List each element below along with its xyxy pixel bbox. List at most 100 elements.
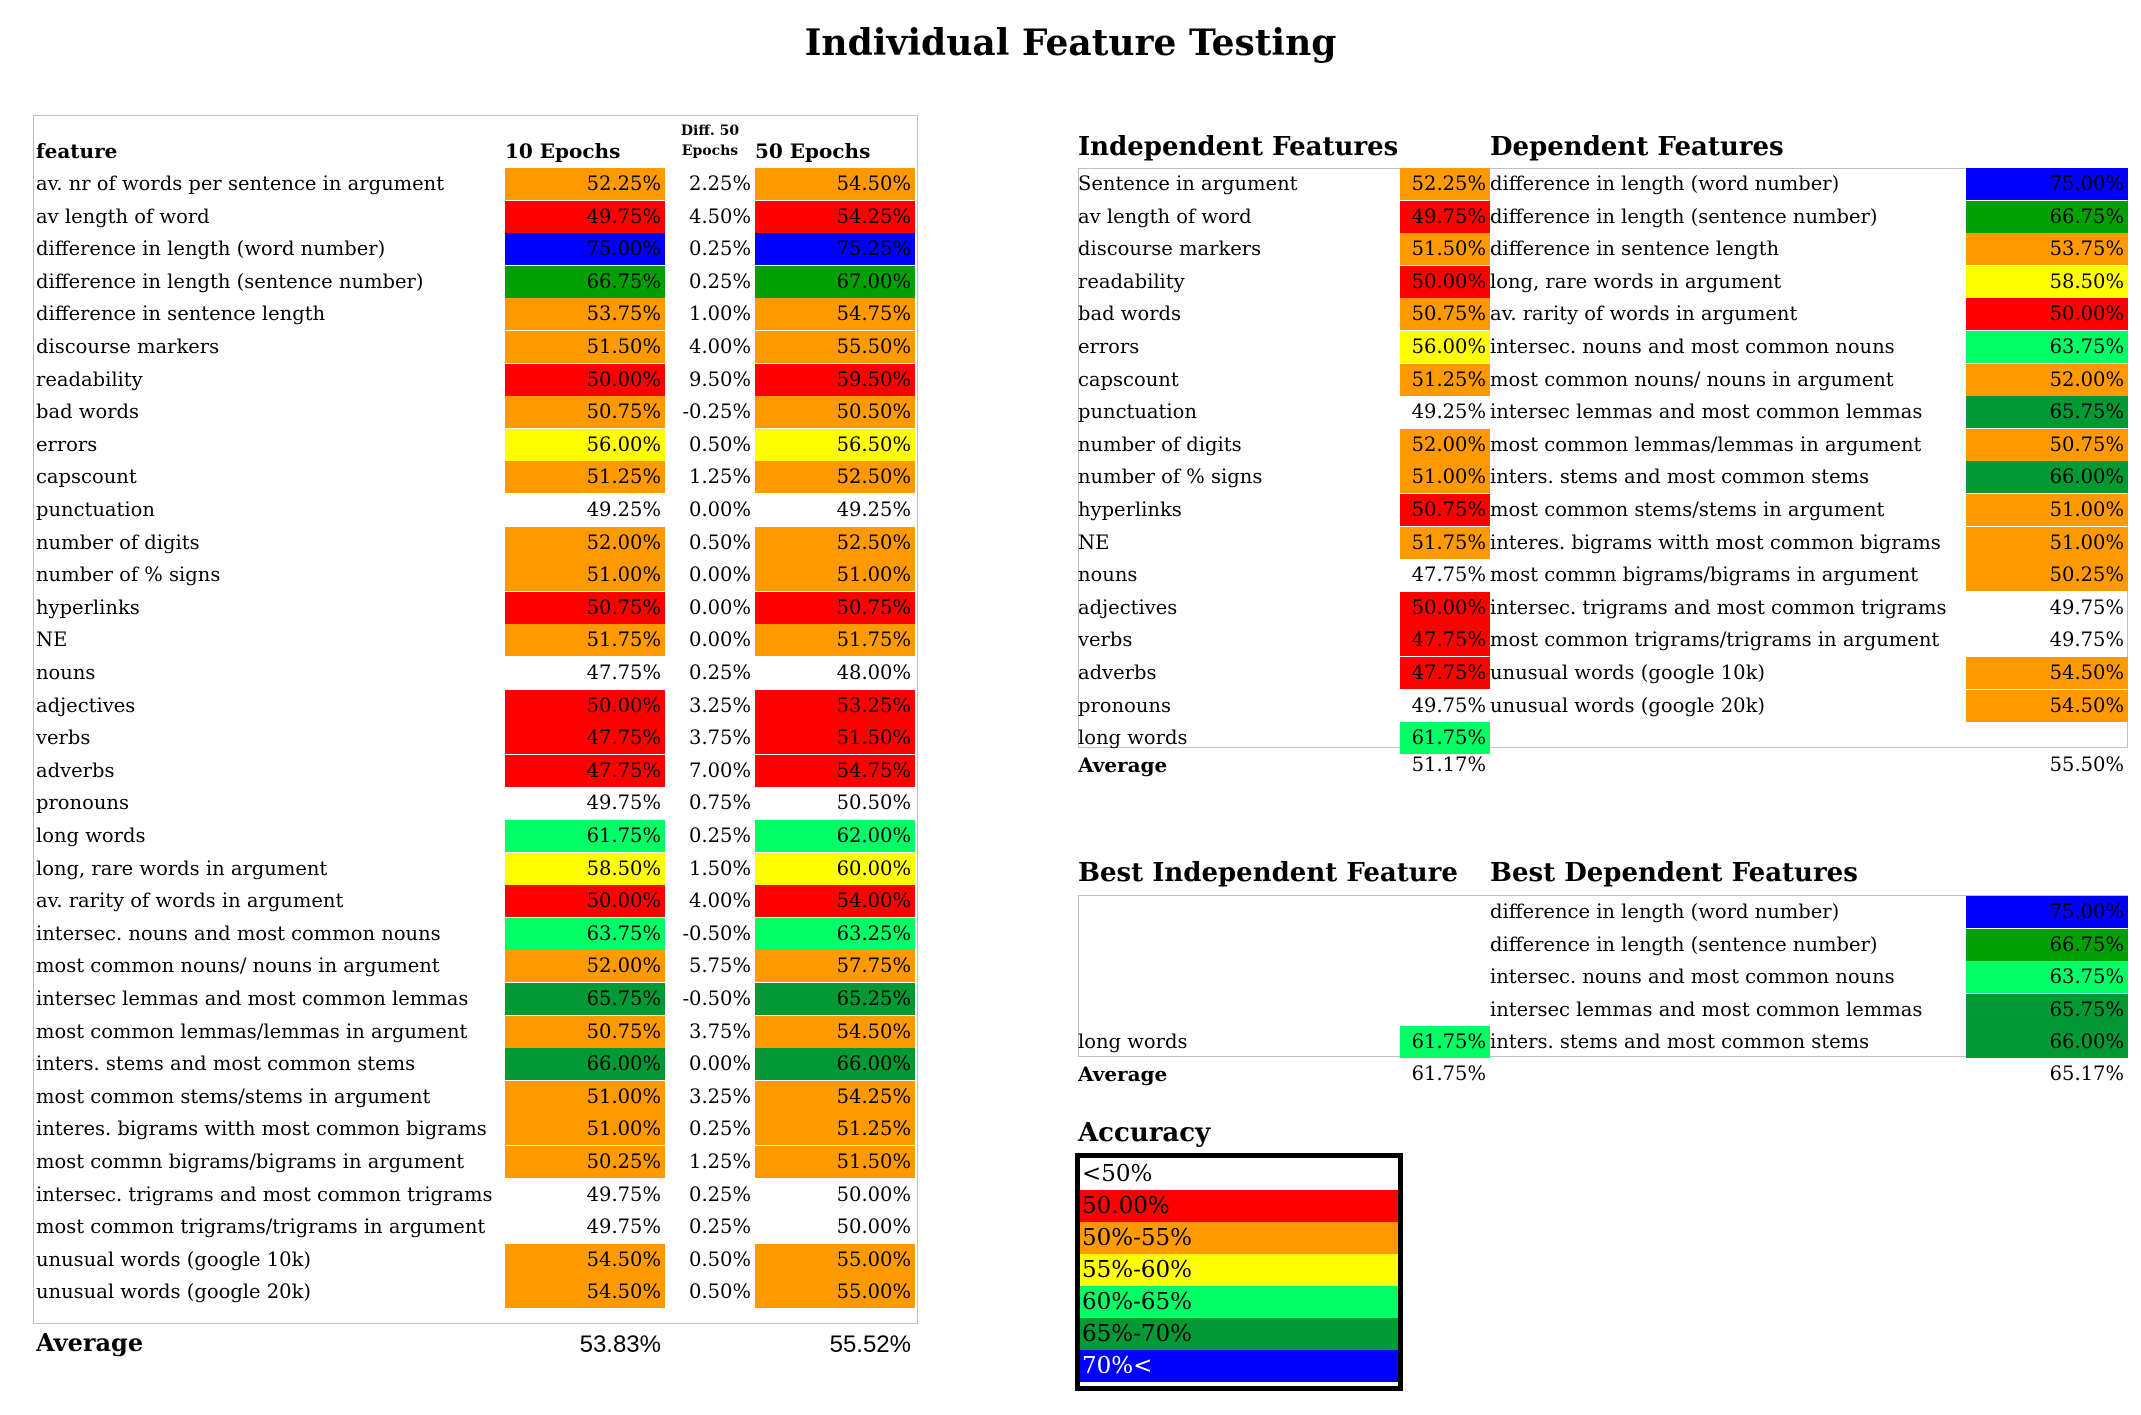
best-dependent-average-value: 65.17% [2049,1062,2124,1085]
feature-name: difference in length (sentence number) [1490,204,1878,228]
feature-name: NE [1078,530,1110,554]
value-diff: 0.50% [689,1247,751,1271]
feature-name: unusual words (google 20k) [1490,693,1766,717]
value-50-epochs: 55.00% [755,1243,915,1276]
feature-name: readability [1078,269,1185,293]
feature-name: adverbs [36,758,115,782]
feature-name: unusual words (google 10k) [1490,661,1766,684]
value-50-epochs: 65.25% [755,983,915,1015]
feature-name: inters. stems and most common stems [36,1052,416,1076]
feature-value: 51.25% [1400,363,1490,396]
legend-item: 55%-60% [1080,1254,1398,1286]
feature-name: av. rarity of words in argument [1490,302,1798,326]
value-10-epochs: 51.25% [505,461,665,494]
value-50-epochs: 50.00% [836,1182,911,1206]
feature-value: 52.00% [1400,428,1490,461]
table-row: long, rare words in argument 58.50% 1.50% 6… [33,852,918,885]
table-row: adjectives 50.00% 3.25% 53.25% [33,689,918,722]
value-50-epochs: 54.50% [755,168,915,200]
value-diff: 0.25% [689,661,751,684]
value-50-epochs: 54.25% [755,200,915,233]
feature-name: number of % signs [1078,465,1263,489]
feature-name: interes. bigrams witth most common bigra… [1490,530,1941,554]
main-average-10: 53.83% [579,1331,661,1358]
value-diff: 4.50% [689,204,751,228]
feature-name: pronouns [36,791,129,815]
feature-value: 52.00% [1966,363,2128,396]
header-diff-50-epochs: Diff. 50 Epochs [680,123,740,159]
feature-value: 54.50% [1966,689,2128,722]
value-diff: 0.00% [689,498,751,521]
feature-value: 66.00% [1966,1026,2128,1059]
value-10-epochs: 50.75% [505,396,665,429]
best-independent-average-value: 61.75% [1411,1062,1486,1085]
table-row: verbs 47.75% 3.75% 51.50% [33,722,918,755]
feature-name: discourse markers [36,335,220,358]
feature-name: av length of word [1078,204,1252,228]
feature-value: 50.00% [1966,298,2128,331]
value-diff: 0.25% [689,1182,751,1206]
table-row: punctuation 49.25% 0.00% 49.25% [33,494,918,526]
feature-value: 63.75% [1966,961,2128,994]
table-row: intersec. trigrams and most common trigr… [33,1179,918,1211]
feature-name: verbs [36,726,91,750]
feature-name: long words [1078,1030,1188,1054]
feature-name: difference in length (sentence number) [1490,932,1878,956]
feature-name: most common lemmas/lemmas in argument [1490,432,1922,456]
feature-value: 56.00% [1400,331,1490,363]
best-independent-average-label: Average [1078,1062,1168,1086]
value-50-epochs: 52.50% [755,461,915,494]
value-50-epochs: 56.50% [755,428,915,461]
feature-value: 50.00% [1400,591,1490,624]
feature-name: punctuation [36,498,155,521]
table-row: hyperlinks 50.75% 0.00% 50.75% [33,591,918,624]
feature-value: 61.75% [1400,1026,1490,1059]
value-10-epochs: 65.75% [505,983,665,1015]
feature-name: av length of word [36,204,210,228]
feature-name: inters. stems and most common stems [1490,1030,1870,1054]
feature-name: adverbs [1078,661,1157,684]
value-10-epochs: 51.75% [505,624,665,657]
value-50-epochs: 51.00% [755,559,915,592]
feature-name: difference in length (word number) [36,237,386,261]
table-row: difference in length (sentence number) 66… [33,265,918,298]
feature-name: capscount [36,465,137,489]
value-50-epochs: 51.50% [755,722,915,755]
value-50-epochs: 54.00% [755,885,915,918]
table-row: discourse markers 51.50% 4.00% 55.50% [33,331,918,363]
feature-name: errors [1078,335,1140,358]
value-10-epochs: 54.50% [505,1243,665,1276]
value-10-epochs: 49.75% [586,1215,661,1239]
value-diff: 1.25% [689,465,751,489]
feature-value: 51.00% [1966,526,2128,559]
best-independent-header: Best Independent Feature [1078,858,1458,888]
feature-value: 66.00% [1966,461,2128,494]
feature-name: hyperlinks [1078,498,1182,521]
feature-name: intersec. trigrams and most common trigr… [36,1182,493,1206]
value-50-epochs: 54.75% [755,754,915,787]
value-diff: 0.00% [689,595,751,619]
feature-name: intersec lemmas and most common lemmas [1490,997,1923,1021]
feature-value: 63.75% [1966,331,2128,363]
feature-value: 49.75% [1411,693,1486,717]
value-10-epochs: 66.75% [505,265,665,298]
table-row: most common trigrams/trigrams in argumen… [33,1211,918,1243]
table-row: most commn bigrams/bigrams in argument 50… [33,1146,918,1178]
feature-name: unusual words (google 10k) [36,1247,312,1271]
value-diff: 3.75% [689,726,751,750]
value-diff: 0.50% [689,530,751,554]
feature-value: 47.75% [1400,624,1490,657]
feature-name: bad words [1078,302,1182,326]
value-10-epochs: 47.75% [505,754,665,787]
feature-name: adjectives [1078,595,1178,619]
legend-item: 50%-55% [1080,1222,1398,1254]
table-row: interes. bigrams witth most common bigra… [33,1113,918,1146]
feature-value: 51.75% [1400,526,1490,559]
table-row: number of digits 52.00% 0.50% 52.50% [33,526,918,559]
feature-value: 61.75% [1400,722,1490,755]
value-diff: 1.00% [689,302,751,326]
feature-name: number of % signs [36,563,221,587]
header-feature: feature [36,139,118,163]
value-50-epochs: 51.50% [755,1146,915,1178]
value-50-epochs: 66.00% [755,1048,915,1081]
